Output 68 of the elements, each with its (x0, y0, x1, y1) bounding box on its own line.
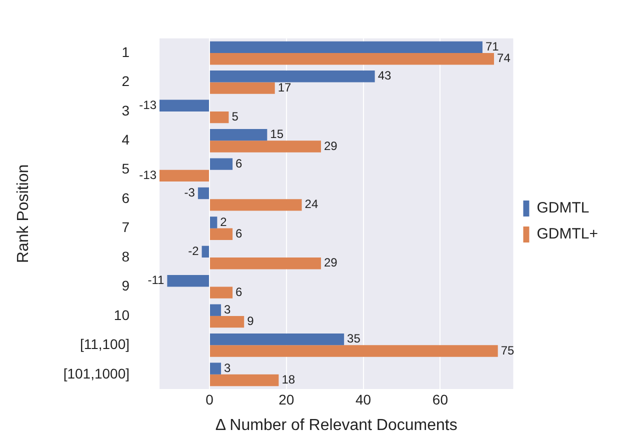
data-label: 6 (236, 156, 243, 170)
data-label: 24 (304, 197, 318, 212)
bar (210, 41, 482, 54)
y-tick-label: 2 (122, 73, 130, 90)
data-label: 18 (282, 372, 296, 387)
bar (210, 158, 233, 170)
x-axis-title: Δ Number of Relevant Documents (215, 416, 458, 434)
bar (210, 216, 218, 228)
data-label: -2 (188, 244, 200, 258)
bar (210, 333, 344, 346)
x-tick-label: 20 (278, 391, 294, 408)
bar (210, 70, 375, 82)
bar (198, 187, 209, 200)
data-label: 3 (224, 302, 232, 316)
legend-label: GDMTL+ (536, 226, 598, 243)
y-tick-label: 3 (122, 102, 130, 118)
data-label: 29 (324, 256, 338, 270)
y-tick-label: [101,1000] (63, 365, 130, 382)
y-tick-label: 10 (114, 306, 130, 323)
bar (210, 111, 229, 124)
y-tick-label: 4 (122, 132, 130, 148)
bar (160, 170, 209, 182)
bar (210, 374, 279, 386)
data-label: 9 (247, 314, 254, 328)
y-axis-title: Rank Position (15, 164, 32, 264)
bar (160, 100, 209, 112)
data-label: 35 (347, 332, 361, 346)
bar (210, 304, 222, 316)
bar (210, 140, 321, 152)
data-label: 6 (236, 226, 243, 240)
bar (210, 228, 233, 240)
data-label: 74 (497, 51, 511, 66)
data-label: 3 (224, 360, 232, 375)
y-tick-label: [11,100] (80, 336, 130, 352)
data-label: 5 (232, 110, 239, 124)
y-tick-label: 1 (122, 44, 130, 60)
bar (202, 246, 209, 258)
bar (210, 82, 275, 94)
bar (167, 275, 209, 287)
y-tick-label: 5 (122, 160, 130, 177)
legend-label: GDMTL (536, 200, 590, 217)
data-label: -13 (139, 168, 157, 182)
data-label: 71 (485, 39, 500, 54)
x-tick-label: 0 (206, 391, 214, 408)
data-label: 75 (500, 343, 515, 358)
data-label: -3 (184, 186, 196, 200)
bar (210, 199, 302, 211)
data-label: 29 (324, 138, 338, 153)
data-label: 2 (220, 214, 228, 229)
x-tick-label: 60 (432, 391, 448, 408)
bar (210, 345, 498, 357)
data-label: 43 (378, 68, 392, 83)
y-tick-label: 8 (122, 248, 130, 264)
data-label: 15 (270, 127, 284, 142)
data-label: -11 (148, 273, 165, 288)
x-tick-label: 40 (355, 391, 372, 408)
bar (210, 316, 244, 328)
bar (210, 286, 233, 298)
bar (210, 362, 222, 374)
data-label: 6 (236, 284, 243, 299)
data-label: -13 (139, 98, 157, 112)
bar (210, 128, 268, 141)
data-label: 17 (278, 80, 292, 94)
bar (210, 258, 321, 270)
bar (210, 53, 494, 65)
y-tick-label: 6 (122, 190, 130, 206)
y-tick-label: 9 (122, 278, 130, 294)
y-tick-label: 7 (122, 219, 130, 236)
